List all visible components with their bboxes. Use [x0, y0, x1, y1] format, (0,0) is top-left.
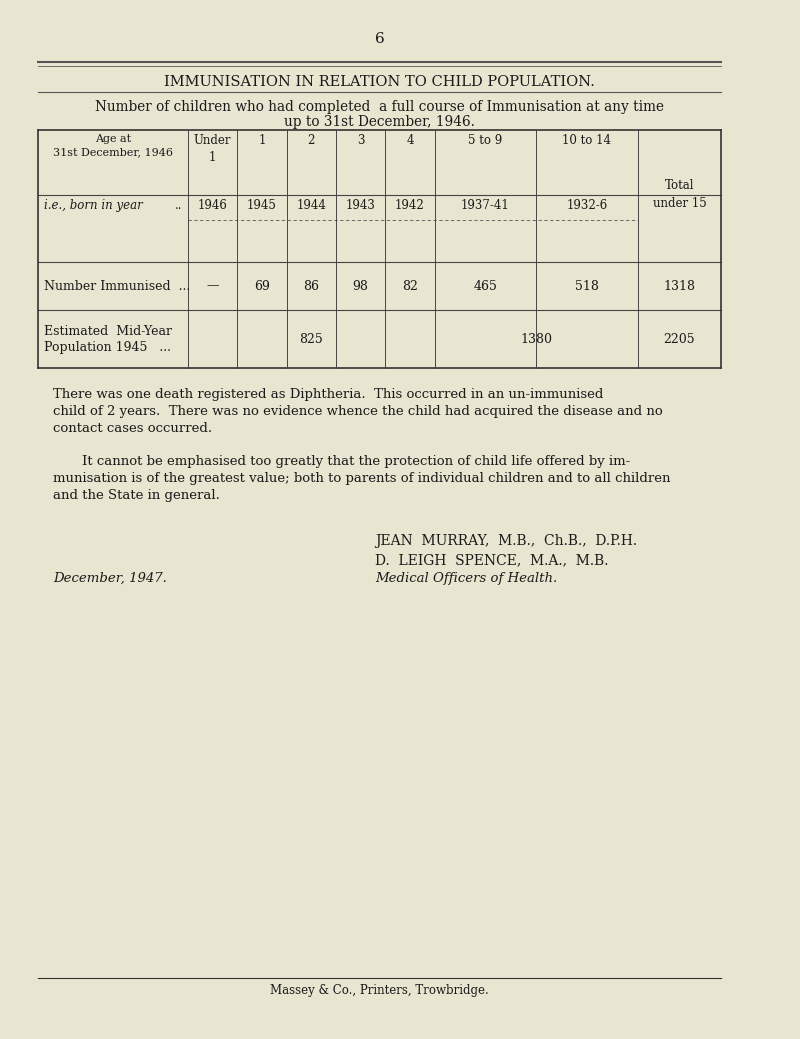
Text: and the State in general.: and the State in general.	[53, 489, 220, 502]
Text: 2: 2	[307, 134, 315, 146]
Text: 5 to 9: 5 to 9	[468, 134, 502, 146]
Text: i.e., born in year: i.e., born in year	[44, 199, 142, 212]
Text: It cannot be emphasised too greatly that the protection of child life offered by: It cannot be emphasised too greatly that…	[82, 455, 630, 468]
Text: 6: 6	[374, 32, 385, 46]
Text: ..: ..	[174, 199, 182, 212]
Text: 1945: 1945	[247, 199, 277, 212]
Text: 82: 82	[402, 279, 418, 293]
Text: 1943: 1943	[346, 199, 375, 212]
Text: 1944: 1944	[296, 199, 326, 212]
Text: Total
under 15: Total under 15	[653, 179, 706, 210]
Text: 69: 69	[254, 279, 270, 293]
Text: 10 to 14: 10 to 14	[562, 134, 611, 146]
Text: child of 2 years.  There was no evidence whence the child had acquired the disea: child of 2 years. There was no evidence …	[53, 405, 663, 418]
Text: D.  LEIGH  SPENCE,  M.A.,  M.B.: D. LEIGH SPENCE, M.A., M.B.	[375, 553, 608, 567]
Text: —: —	[206, 279, 218, 293]
Text: Under
1: Under 1	[194, 134, 231, 164]
Text: 98: 98	[353, 279, 369, 293]
Text: Number Immunised  ...: Number Immunised ...	[44, 279, 190, 293]
Text: 1932-6: 1932-6	[566, 199, 607, 212]
Text: Age at
31st December, 1946: Age at 31st December, 1946	[53, 134, 173, 157]
Text: JEAN  MURRAY,  M.B.,  Ch.B.,  D.P.H.: JEAN MURRAY, M.B., Ch.B., D.P.H.	[375, 534, 637, 548]
Text: contact cases occurred.: contact cases occurred.	[53, 422, 212, 435]
Text: There was one death registered as Diphtheria.  This occurred in an un-immunised: There was one death registered as Diphth…	[53, 388, 603, 401]
Text: December, 1947.: December, 1947.	[53, 572, 167, 585]
Text: 1318: 1318	[663, 279, 695, 293]
Text: 86: 86	[303, 279, 319, 293]
Text: Massey & Co., Printers, Trowbridge.: Massey & Co., Printers, Trowbridge.	[270, 984, 489, 997]
Text: Medical Officers of Health.: Medical Officers of Health.	[375, 572, 557, 585]
Text: Number of children who had completed  a full course of Immunisation at any time: Number of children who had completed a f…	[95, 100, 664, 114]
Text: munisation is of the greatest value; both to parents of individual children and : munisation is of the greatest value; bot…	[53, 472, 670, 485]
Text: 1946: 1946	[198, 199, 227, 212]
Text: 1942: 1942	[395, 199, 425, 212]
Text: 1937-41: 1937-41	[461, 199, 510, 212]
Text: 3: 3	[357, 134, 364, 146]
Text: 1: 1	[258, 134, 266, 146]
Text: 465: 465	[474, 279, 498, 293]
Text: 4: 4	[406, 134, 414, 146]
Text: up to 31st December, 1946.: up to 31st December, 1946.	[284, 115, 475, 129]
Text: IMMUNISATION IN RELATION TO CHILD POPULATION.: IMMUNISATION IN RELATION TO CHILD POPULA…	[164, 75, 595, 89]
Text: Population 1945   ...: Population 1945 ...	[44, 341, 170, 353]
Text: 2205: 2205	[663, 332, 695, 346]
Text: 518: 518	[575, 279, 599, 293]
Text: Estimated  Mid-Year: Estimated Mid-Year	[44, 324, 172, 338]
Text: 825: 825	[299, 332, 323, 346]
Text: 1380: 1380	[520, 332, 552, 346]
